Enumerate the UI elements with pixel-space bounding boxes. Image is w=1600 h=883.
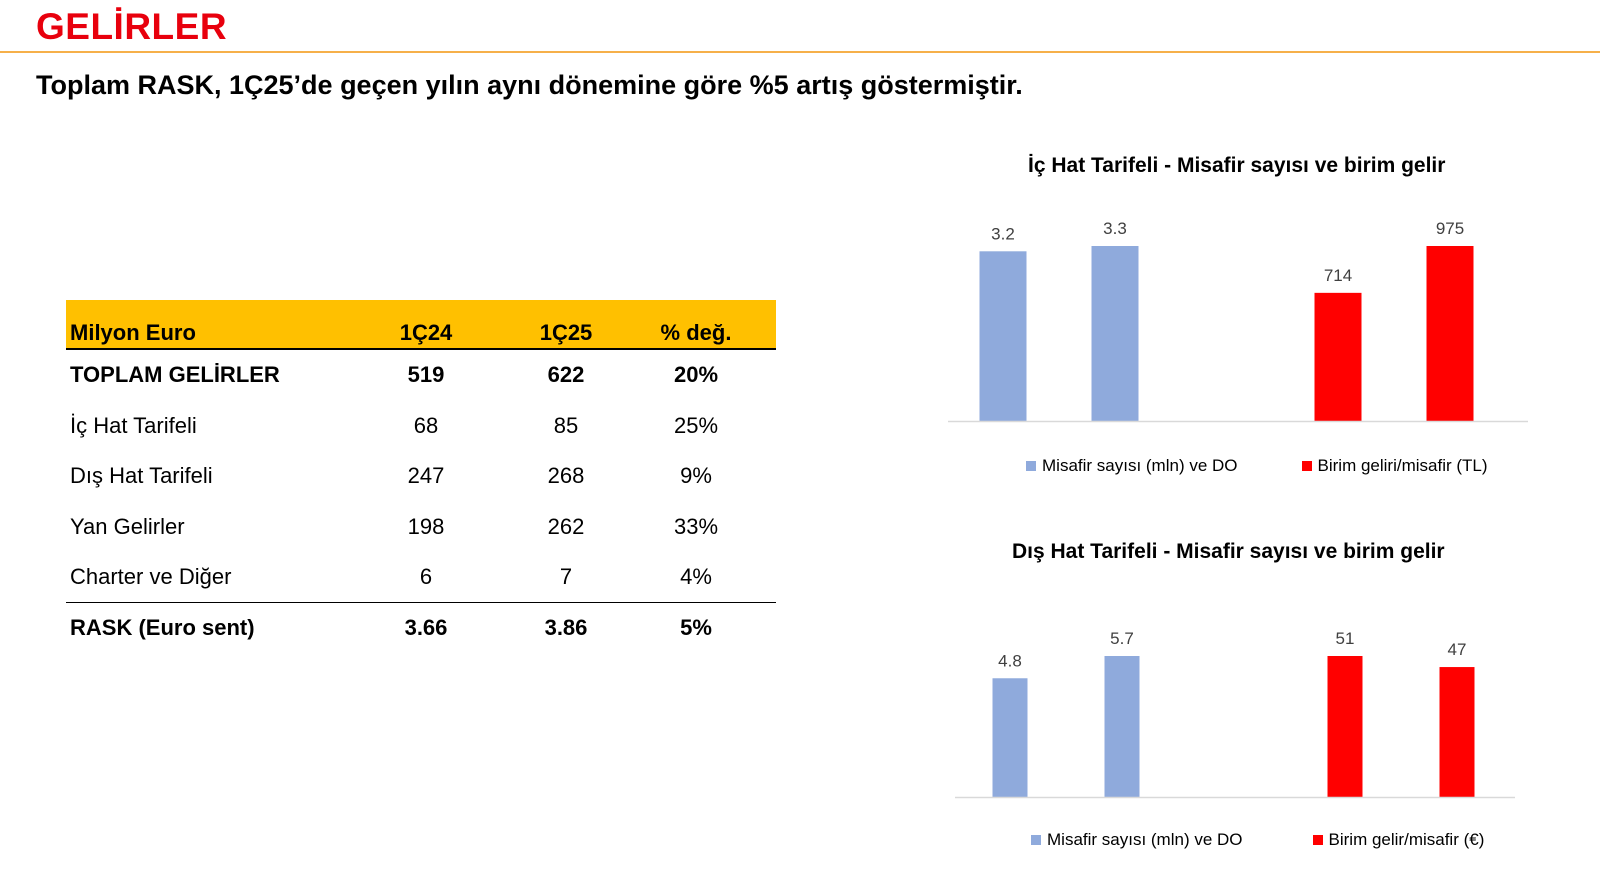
cell-change: 25% (673, 412, 719, 438)
table-row: Charter ve Diğer 6 7 4% (66, 552, 776, 603)
table-row: RASK (Euro sent) 3.66 3.86 5% (66, 603, 776, 654)
page-title: GELİRLER (36, 6, 228, 47)
table-row: TOPLAM GELİRLER 519 622 20% (66, 350, 776, 401)
data-label: 51 (1336, 629, 1355, 648)
cell-change: 9% (680, 463, 712, 489)
legend-item-unit-revenue: Birim gelir/misafir (€) (1312, 830, 1485, 850)
bar (992, 678, 1028, 797)
legend-swatch (1301, 461, 1312, 471)
data-label: 714 (1324, 266, 1352, 285)
title-divider (0, 51, 1600, 53)
table-row: Yan Gelirler 198 262 33% (66, 502, 776, 553)
legend-swatch (1031, 835, 1041, 845)
cell-change: 20% (673, 362, 719, 388)
bar (1314, 292, 1362, 421)
table-row: Dış Hat Tarifeli 247 268 9% (66, 451, 776, 502)
bar (1426, 246, 1474, 421)
cell-1q24: 247 (407, 463, 445, 489)
cell-1q24: 3.66 (404, 615, 448, 641)
cell-1q25: 622 (547, 362, 585, 388)
cell-change: 5% (680, 615, 712, 641)
cell-1q25: 262 (547, 514, 585, 540)
bar (1439, 667, 1475, 797)
cell-1q25: 85 (553, 412, 579, 438)
legend-label: Birim gelir/misafir (€) (1328, 830, 1485, 849)
cell-1q24: 519 (407, 362, 445, 388)
cell-1q25: 268 (547, 463, 585, 489)
legend-label: Misafir sayısı (mln) ve DO (1042, 456, 1238, 475)
row-label: TOPLAM GELİRLER (70, 362, 280, 388)
cell-1q24: 68 (413, 412, 439, 438)
row-label: Dış Hat Tarifeli (70, 463, 213, 489)
row-label: Charter ve Diğer (70, 564, 232, 590)
international-bar-chart: 4.8 5.7 51 47 (955, 629, 1515, 799)
bar (1091, 246, 1139, 421)
legend-label: Birim geliri/misafir (TL) (1317, 456, 1488, 475)
domestic-bar-chart: 3.2 3.3 714 975 (948, 219, 1528, 423)
chart-title-domestic: İç Hat Tarifeli - Misafir sayısı ve biri… (1028, 154, 1446, 177)
row-label: RASK (Euro sent) (70, 615, 255, 641)
data-label: 3.3 (1103, 219, 1127, 238)
cell-1q24: 6 (419, 564, 433, 590)
legend-domestic: Misafir sayısı (mln) ve DO Birim geliri/… (1026, 456, 1488, 476)
column-header: 1Ç25 (539, 320, 593, 345)
bar (1104, 656, 1140, 797)
chart-title-international: Dış Hat Tarifeli - Misafir sayısı ve bir… (1012, 540, 1445, 563)
legend-label: Misafir sayısı (mln) ve DO (1047, 830, 1243, 849)
table-header-row: Milyon Euro 1Ç24 1Ç25 % değ. (66, 300, 776, 350)
column-header: Milyon Euro (70, 320, 196, 345)
column-header: 1Ç24 (399, 320, 453, 345)
legend-item-passengers: Misafir sayısı (mln) ve DO (1031, 830, 1243, 850)
legend-swatch (1312, 835, 1323, 845)
legend-item-passengers: Misafir sayısı (mln) ve DO (1026, 456, 1238, 476)
revenue-table: Milyon Euro 1Ç24 1Ç25 % değ. TOPLAM GELİ… (66, 300, 776, 654)
data-label: 47 (1448, 640, 1467, 659)
data-label: 3.2 (991, 224, 1015, 243)
cell-1q24: 198 (407, 514, 445, 540)
data-label: 5.7 (1110, 629, 1134, 648)
cell-change: 33% (673, 514, 719, 540)
row-label: Yan Gelirler (70, 514, 185, 540)
table-row: İç Hat Tarifeli 68 85 25% (66, 401, 776, 452)
column-header: % değ. (660, 320, 732, 345)
bar (979, 251, 1027, 421)
data-label: 4.8 (998, 651, 1022, 670)
cell-1q25: 3.86 (544, 615, 588, 641)
legend-swatch (1026, 461, 1036, 471)
row-label: İç Hat Tarifeli (70, 412, 197, 438)
legend-item-unit-revenue: Birim geliri/misafir (TL) (1301, 456, 1488, 476)
bar (1327, 656, 1363, 797)
cell-1q25: 7 (559, 564, 573, 590)
legend-international: Misafir sayısı (mln) ve DO Birim gelir/m… (1031, 830, 1484, 850)
data-label: 975 (1436, 219, 1464, 238)
cell-change: 4% (680, 564, 712, 590)
headline: Toplam RASK, 1Ç25’de geçen yılın aynı dö… (36, 70, 1023, 100)
